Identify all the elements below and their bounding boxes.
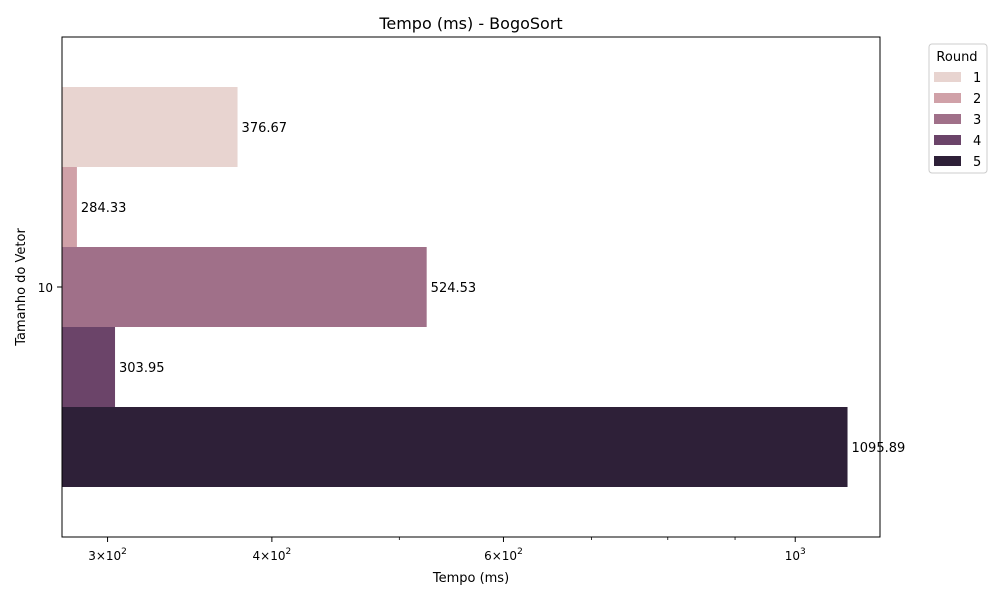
bar-round-4 <box>62 327 116 407</box>
chart-title: Tempo (ms) - BogoSort <box>378 14 562 33</box>
data-label-round-3: 524.53 <box>431 281 477 296</box>
x-axis-label: Tempo (ms) <box>432 571 509 586</box>
y-tick-label: 10 <box>38 281 53 295</box>
y-axis-ticks: 10 <box>38 281 62 295</box>
x-tick-label: 103 <box>785 547 806 563</box>
x-tick-label: 6×102 <box>484 547 523 563</box>
legend-label-round-1: 1 <box>973 71 981 86</box>
legend-label-round-3: 3 <box>973 113 981 128</box>
bar-round-1 <box>62 87 238 167</box>
legend-swatch-round-4 <box>934 135 961 145</box>
data-label-round-1: 376.67 <box>242 121 287 136</box>
legend-swatch-round-2 <box>934 93 961 103</box>
legend-swatch-round-1 <box>934 72 961 82</box>
data-label-round-5: 1095.89 <box>852 441 906 456</box>
legend-label-round-2: 2 <box>973 92 981 107</box>
y-axis-label: Tamanho do Vetor <box>14 228 29 347</box>
legend-swatch-round-3 <box>934 114 961 124</box>
data-label-round-4: 303.95 <box>119 361 165 376</box>
bars-layer <box>62 87 848 487</box>
data-label-round-2: 284.33 <box>81 201 127 216</box>
x-tick-label: 3×102 <box>88 547 127 563</box>
bar-round-5 <box>62 407 848 487</box>
legend-label-round-5: 5 <box>973 155 981 170</box>
x-axis-ticks: 3×102 4×102 6×102 103 <box>88 537 806 563</box>
legend-label-round-4: 4 <box>973 134 981 149</box>
data-labels-layer: 376.67 284.33 524.53 303.95 1095.89 <box>81 121 905 456</box>
legend-items: 1 2 3 4 5 <box>934 71 981 170</box>
legend: Round 1 2 3 4 5 <box>928 43 988 174</box>
legend-swatch-round-5 <box>934 156 961 166</box>
legend-title: Round <box>936 50 977 65</box>
x-tick-label: 4×102 <box>253 547 292 563</box>
bar-round-2 <box>62 167 77 247</box>
bar-round-3 <box>62 247 427 327</box>
